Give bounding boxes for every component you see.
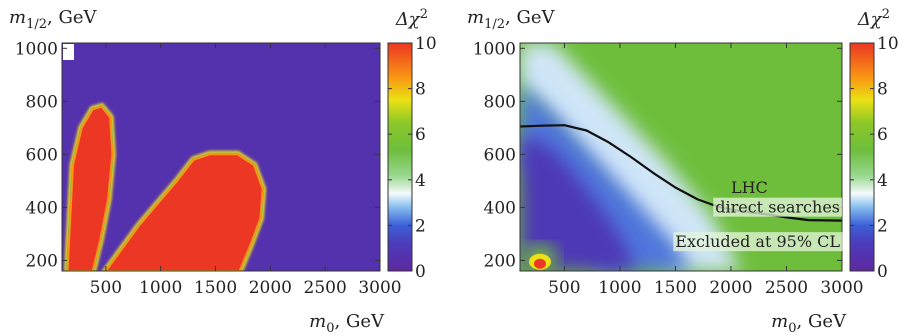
- colorbar-tick-label: 4: [415, 171, 426, 191]
- y-tick-label: 600: [26, 145, 58, 165]
- colorbar-tick-label: 2: [415, 216, 426, 236]
- x-tick-label: 1500: [654, 278, 697, 298]
- y-tick-label: 800: [26, 92, 58, 112]
- annotation-0: LHC: [731, 178, 768, 197]
- y-tick-label: 600: [484, 145, 516, 165]
- x-tick-label: 2000: [249, 278, 292, 298]
- annotation-bg: [673, 232, 843, 252]
- region-1: [104, 153, 264, 271]
- plot-frame: [61, 42, 381, 272]
- colorbar-title-symbol: Δχ: [395, 9, 421, 30]
- colorbar-title-superscript: 2: [420, 7, 428, 22]
- plot-frame: [519, 42, 843, 272]
- x-axis-title-symbol: m: [309, 311, 326, 332]
- region-1: [520, 82, 693, 271]
- y-axis-title-unit: , GeV: [505, 7, 555, 28]
- y-tick-label: 200: [484, 251, 516, 271]
- colorbar-title: Δχ2: [857, 7, 890, 30]
- colorbar-tick-label: 6: [877, 125, 888, 145]
- x-axis-title-unit: , GeV: [797, 311, 847, 332]
- x-axis-title-symbol: m: [771, 311, 788, 332]
- colorbar-tick-label: 8: [877, 80, 888, 100]
- heatmap-regions: [520, 43, 842, 271]
- colorbar-tick-label: 0: [877, 262, 888, 282]
- x-tick-label: 500: [548, 278, 580, 298]
- colorbar-title-symbol: Δχ: [857, 9, 883, 30]
- colorbar: [849, 42, 875, 272]
- colorbar-tick-label: 10: [415, 34, 437, 54]
- annotation-bg: [713, 197, 842, 217]
- annotation-1: direct searches: [715, 198, 840, 217]
- y-axis-title-subscript: 1/2: [484, 17, 505, 32]
- y-axis-title-unit: , GeV: [47, 7, 97, 28]
- heatmap-regions: [63, 44, 267, 271]
- right-panel: 500 1000 1500 2000 2500 30002004006008001000m…: [467, 7, 899, 336]
- x-tick-label: 2500: [765, 278, 808, 298]
- x-axis-title: m0, GeV: [771, 311, 847, 336]
- colorbar-title: Δχ2: [395, 7, 428, 30]
- x-axis-title-unit: , GeV: [335, 311, 385, 332]
- x-axis-title-subscript: 0: [788, 321, 796, 336]
- left-panel: 500 1000 1500 2000 2500 30002004006008001000m…: [9, 7, 437, 336]
- blank-cell: [63, 44, 74, 60]
- y-tick-label: 1000: [15, 39, 58, 59]
- colorbar-tick-label: 2: [877, 216, 888, 236]
- x-axis-title: m0, GeV: [309, 311, 385, 336]
- y-tick-label: 1000: [473, 39, 516, 59]
- colorbar-tick-label: 4: [877, 171, 888, 191]
- y-axis-title-symbol: m: [467, 7, 484, 28]
- x-tick-label: 500: [90, 278, 122, 298]
- x-tick-label: 2500: [304, 278, 347, 298]
- y-axis-title-subscript: 1/2: [26, 17, 47, 32]
- colorbar-tick-label: 8: [415, 80, 426, 100]
- x-tick-label: 2000: [709, 278, 752, 298]
- y-axis-title: m1/2, GeV: [467, 7, 555, 32]
- annotation-2: Excluded at 95% CL: [675, 232, 840, 251]
- y-tick-label: 200: [26, 251, 58, 271]
- colorbar-tick-label: 0: [415, 262, 426, 282]
- colorbar: [387, 42, 413, 272]
- x-tick-label: 1000: [598, 278, 641, 298]
- y-tick-label: 400: [484, 198, 516, 218]
- y-tick-label: 800: [484, 92, 516, 112]
- colorbar-tick-label: 10: [877, 34, 899, 54]
- colorbar-tick-label: 6: [415, 125, 426, 145]
- hot-spot: [533, 258, 546, 269]
- y-axis-title: m1/2, GeV: [9, 7, 97, 32]
- x-tick-label: 1500: [194, 278, 237, 298]
- y-tick-label: 400: [26, 198, 58, 218]
- region-2: [520, 133, 637, 271]
- x-tick-label: 3000: [358, 278, 401, 298]
- x-tick-label: 1000: [139, 278, 182, 298]
- region-0: [66, 105, 114, 271]
- x-tick-label: 3000: [820, 278, 863, 298]
- x-axis-title-subscript: 0: [326, 321, 334, 336]
- y-axis-title-symbol: m: [9, 7, 26, 28]
- colorbar-title-superscript: 2: [882, 7, 890, 22]
